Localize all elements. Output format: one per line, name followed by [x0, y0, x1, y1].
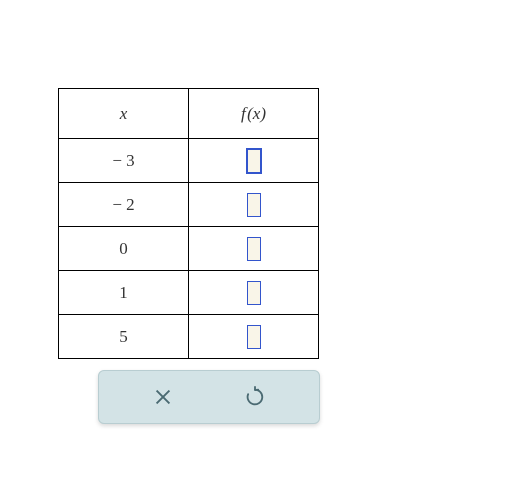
- table-row: 5: [59, 315, 319, 359]
- cell-fx[interactable]: [189, 139, 319, 183]
- clear-button[interactable]: [143, 377, 183, 417]
- cell-x: − 2: [59, 183, 189, 227]
- function-table: x f (x) − 3 − 2 0 1: [58, 88, 319, 359]
- cell-fx[interactable]: [189, 315, 319, 359]
- cell-fx[interactable]: [189, 183, 319, 227]
- table-row: 0: [59, 227, 319, 271]
- answer-input[interactable]: [247, 237, 261, 261]
- table-body: − 3 − 2 0 1 5: [59, 139, 319, 359]
- action-toolbar: [98, 370, 320, 424]
- table: x f (x) − 3 − 2 0 1: [58, 88, 319, 359]
- cell-fx[interactable]: [189, 271, 319, 315]
- cell-x: 1: [59, 271, 189, 315]
- header-fx-label: f (x): [241, 104, 266, 123]
- table-row: − 3: [59, 139, 319, 183]
- answer-input[interactable]: [247, 193, 261, 217]
- cell-x: − 3: [59, 139, 189, 183]
- reset-button[interactable]: [235, 377, 275, 417]
- table-row: − 2: [59, 183, 319, 227]
- table-header-row: x f (x): [59, 89, 319, 139]
- answer-input[interactable]: [247, 281, 261, 305]
- answer-input[interactable]: [247, 149, 261, 173]
- header-x-label: x: [120, 104, 128, 123]
- close-icon: [152, 386, 174, 408]
- header-x: x: [59, 89, 189, 139]
- answer-input[interactable]: [247, 325, 261, 349]
- header-fx: f (x): [189, 89, 319, 139]
- undo-icon: [244, 386, 266, 408]
- cell-x: 5: [59, 315, 189, 359]
- cell-fx[interactable]: [189, 227, 319, 271]
- cell-x: 0: [59, 227, 189, 271]
- table-row: 1: [59, 271, 319, 315]
